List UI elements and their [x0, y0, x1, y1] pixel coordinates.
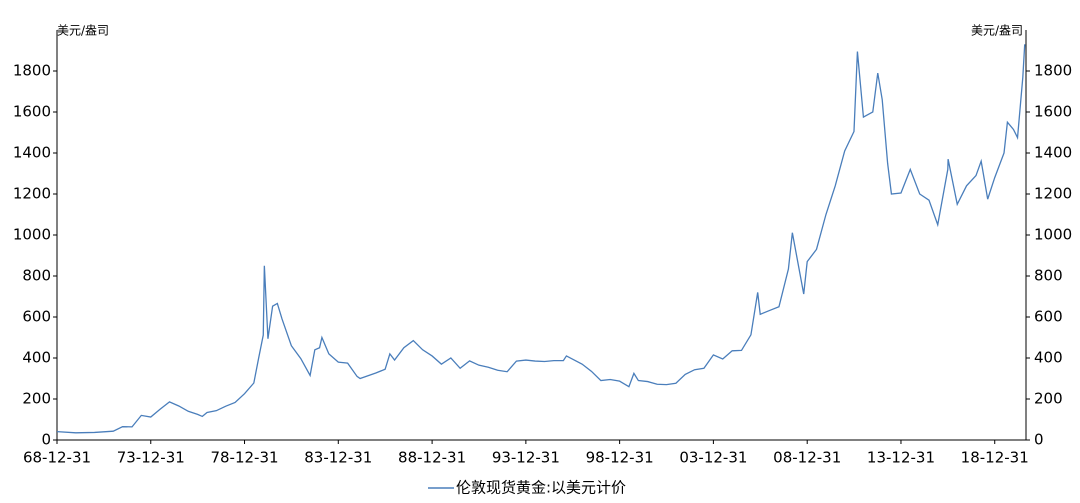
y2-tick-label: 200 — [1034, 390, 1063, 408]
x-tick-label: 88-12-31 — [398, 449, 466, 467]
y2-tick-label: 600 — [1034, 308, 1063, 326]
y-tick-label: 800 — [22, 267, 51, 285]
y2-axis-unit: 美元/盎司 — [971, 24, 1023, 38]
y2-tick-label: 1000 — [1034, 226, 1072, 244]
y2-tick-label: 400 — [1034, 349, 1063, 367]
x-tick-label: 93-12-31 — [492, 449, 560, 467]
x-tick-label: 08-12-31 — [773, 449, 841, 467]
y2-tick-label: 1600 — [1034, 103, 1072, 121]
price-line — [56, 44, 1026, 434]
y2-tick-label: 1400 — [1034, 144, 1072, 162]
y-tick-label: 400 — [22, 349, 51, 367]
y-tick-label: 200 — [22, 390, 51, 408]
y2-tick-label: 1200 — [1034, 185, 1072, 203]
x-tick-label: 03-12-31 — [679, 449, 747, 467]
x-tick-label: 78-12-31 — [210, 449, 278, 467]
y2-tick-label: 0 — [1034, 431, 1044, 449]
legend-label: 伦敦现货黄金:以美元计价 — [456, 479, 626, 497]
y-tick-label: 1200 — [13, 185, 51, 203]
y-tick-label: 0 — [41, 431, 51, 449]
y-tick-label: 1400 — [13, 144, 51, 162]
y2-tick-label: 1800 — [1034, 62, 1072, 80]
y2-tick-label: 800 — [1034, 267, 1063, 285]
x-tick-label: 18-12-31 — [961, 449, 1029, 467]
y-axis-unit: 美元/盎司 — [57, 24, 109, 38]
y-tick-label: 1600 — [13, 103, 51, 121]
x-tick-label: 73-12-31 — [117, 449, 185, 467]
x-tick-label: 13-12-31 — [867, 449, 935, 467]
x-tick-label: 83-12-31 — [304, 449, 372, 467]
x-tick-label: 68-12-31 — [23, 449, 91, 467]
y-tick-label: 1000 — [13, 226, 51, 244]
x-tick-label: 98-12-31 — [586, 449, 654, 467]
y-tick-label: 600 — [22, 308, 51, 326]
y-tick-label: 1800 — [13, 62, 51, 80]
